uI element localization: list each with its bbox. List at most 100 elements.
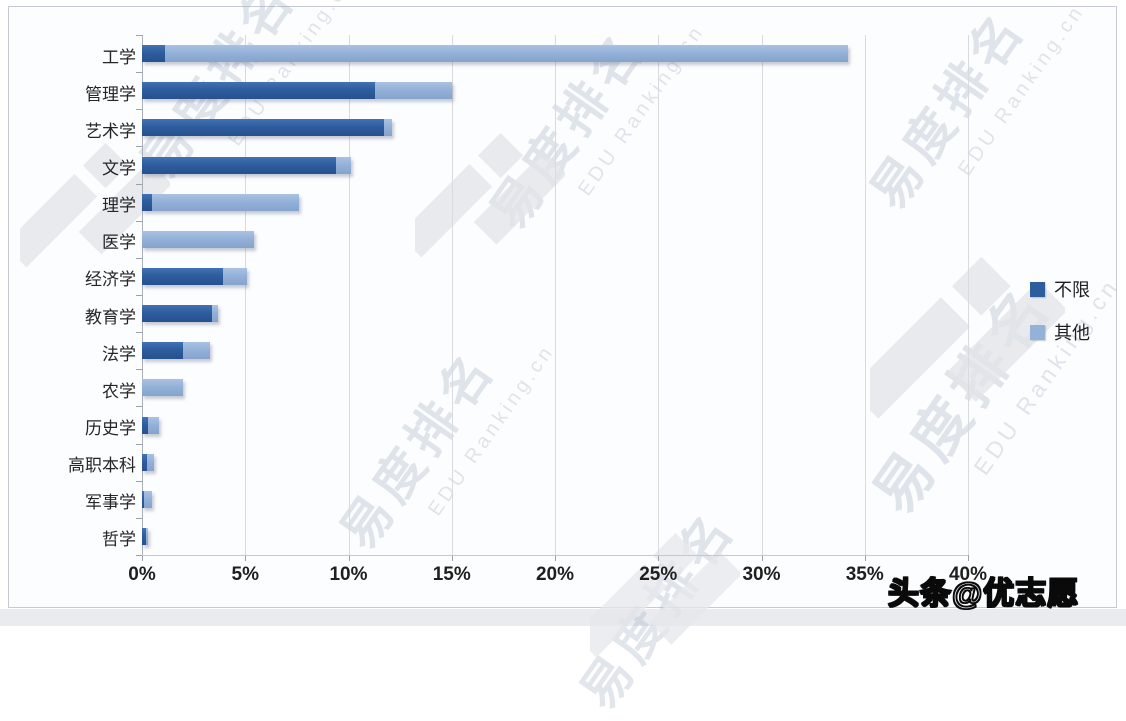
category-label: 管理学	[85, 84, 136, 104]
bar-segment-buxian	[142, 119, 384, 137]
x-tick-label: 0%	[128, 564, 156, 585]
legend: 不限 其他	[1030, 276, 1090, 362]
y-axis-tick	[136, 295, 142, 296]
bar-row	[142, 156, 351, 174]
bar-segment-qita	[147, 453, 155, 471]
category-label: 艺术学	[85, 121, 136, 141]
bar-segment-qita	[148, 416, 159, 434]
bar-row	[142, 193, 299, 211]
bar-row	[142, 45, 849, 63]
bar-segment-qita	[212, 305, 219, 323]
bottom-strip	[0, 609, 1126, 626]
y-axis-tick	[136, 183, 142, 185]
bar-row	[142, 267, 248, 285]
legend-item: 不限	[1030, 276, 1090, 302]
bar-segment-buxian	[142, 305, 213, 323]
bar-segment-qita	[144, 490, 153, 508]
legend-swatch-icon	[1030, 324, 1045, 340]
bar-segment-buxian	[142, 527, 147, 545]
x-tick-label: 10%	[329, 564, 368, 585]
bar-segment-buxian	[142, 490, 145, 508]
gridline	[245, 35, 247, 555]
bar-segment-qita	[146, 527, 149, 545]
y-axis-tick	[136, 517, 142, 519]
bar-row	[142, 342, 211, 360]
x-axis-tick	[864, 555, 866, 561]
x-tick-label: 15%	[432, 564, 471, 585]
bar-segment-qita	[152, 193, 299, 211]
x-axis-tick	[451, 555, 453, 561]
y-axis-tick	[136, 332, 142, 334]
category-label: 哲学	[102, 530, 136, 550]
bar-segment-qita	[222, 267, 248, 285]
legend-label: 不限	[1054, 280, 1090, 300]
x-axis-tick	[761, 555, 763, 561]
bar-segment-buxian	[142, 267, 223, 285]
bar-segment-buxian	[142, 193, 153, 211]
legend-label: 其他	[1054, 323, 1090, 343]
x-axis-tick	[348, 555, 350, 561]
category-label: 法学	[102, 344, 136, 364]
bar-row	[142, 230, 254, 248]
category-label: 教育学	[85, 307, 136, 327]
category-label: 经济学	[85, 270, 136, 290]
x-tick-label: 25%	[639, 564, 678, 585]
y-axis-tick	[136, 146, 142, 148]
gridline	[348, 35, 350, 555]
x-axis-tick	[555, 555, 556, 561]
category-label: 工学	[102, 47, 136, 67]
bar-segment-buxian	[142, 453, 148, 471]
category-label: 理学	[102, 196, 136, 216]
bar-row	[142, 527, 149, 545]
bar-segment-buxian	[142, 45, 165, 63]
bar-segment-qita	[383, 119, 392, 137]
category-label: 高职本科	[68, 456, 136, 476]
bar-segment-qita	[142, 230, 254, 248]
category-label: 军事学	[85, 493, 136, 513]
legend-swatch-icon	[1030, 281, 1045, 297]
y-axis-tick	[136, 35, 142, 36]
bar-segment-qita	[164, 45, 849, 63]
x-tick-label: 30%	[742, 564, 781, 585]
bar-row	[142, 453, 155, 471]
y-axis-tick	[136, 443, 142, 445]
x-axis-tick	[142, 555, 143, 561]
gridline	[658, 35, 660, 555]
gridline	[451, 35, 453, 555]
bar-segment-qita	[142, 379, 184, 397]
y-axis-tick	[136, 406, 142, 408]
y-axis-tick	[136, 555, 142, 556]
x-tick-label: 5%	[231, 564, 259, 585]
gridline	[968, 35, 969, 555]
bar-row	[142, 305, 219, 323]
y-axis-tick	[136, 480, 142, 482]
bar-segment-buxian	[142, 342, 184, 360]
bar-row	[142, 490, 153, 508]
x-tick-label: 40%	[948, 564, 988, 585]
gridline	[555, 35, 556, 555]
toutiao-watermark: 头条@优志愿	[887, 575, 1080, 612]
bar-segment-qita	[336, 156, 351, 174]
y-axis-tick	[136, 72, 142, 74]
category-label: 文学	[102, 159, 136, 178]
bar-row	[142, 119, 392, 137]
bar-segment-buxian	[142, 416, 149, 434]
x-axis-tick	[968, 555, 969, 561]
plot-area	[136, 35, 969, 561]
bar-row	[142, 379, 184, 397]
x-axis-tick	[245, 555, 247, 561]
bar-segment-qita	[183, 342, 211, 360]
bar-row	[142, 82, 452, 100]
bar-row	[142, 416, 159, 434]
category-label: 农学	[102, 381, 136, 401]
y-axis-tick	[136, 257, 142, 259]
x-tick-label: 35%	[845, 564, 884, 585]
y-axis-line	[142, 35, 143, 555]
category-label: 历史学	[85, 419, 136, 438]
x-tick-label: 20%	[535, 564, 575, 585]
y-axis-tick	[136, 220, 142, 222]
bar-segment-buxian	[142, 156, 337, 174]
bar-segment-buxian	[142, 82, 376, 100]
gridline	[761, 35, 763, 555]
